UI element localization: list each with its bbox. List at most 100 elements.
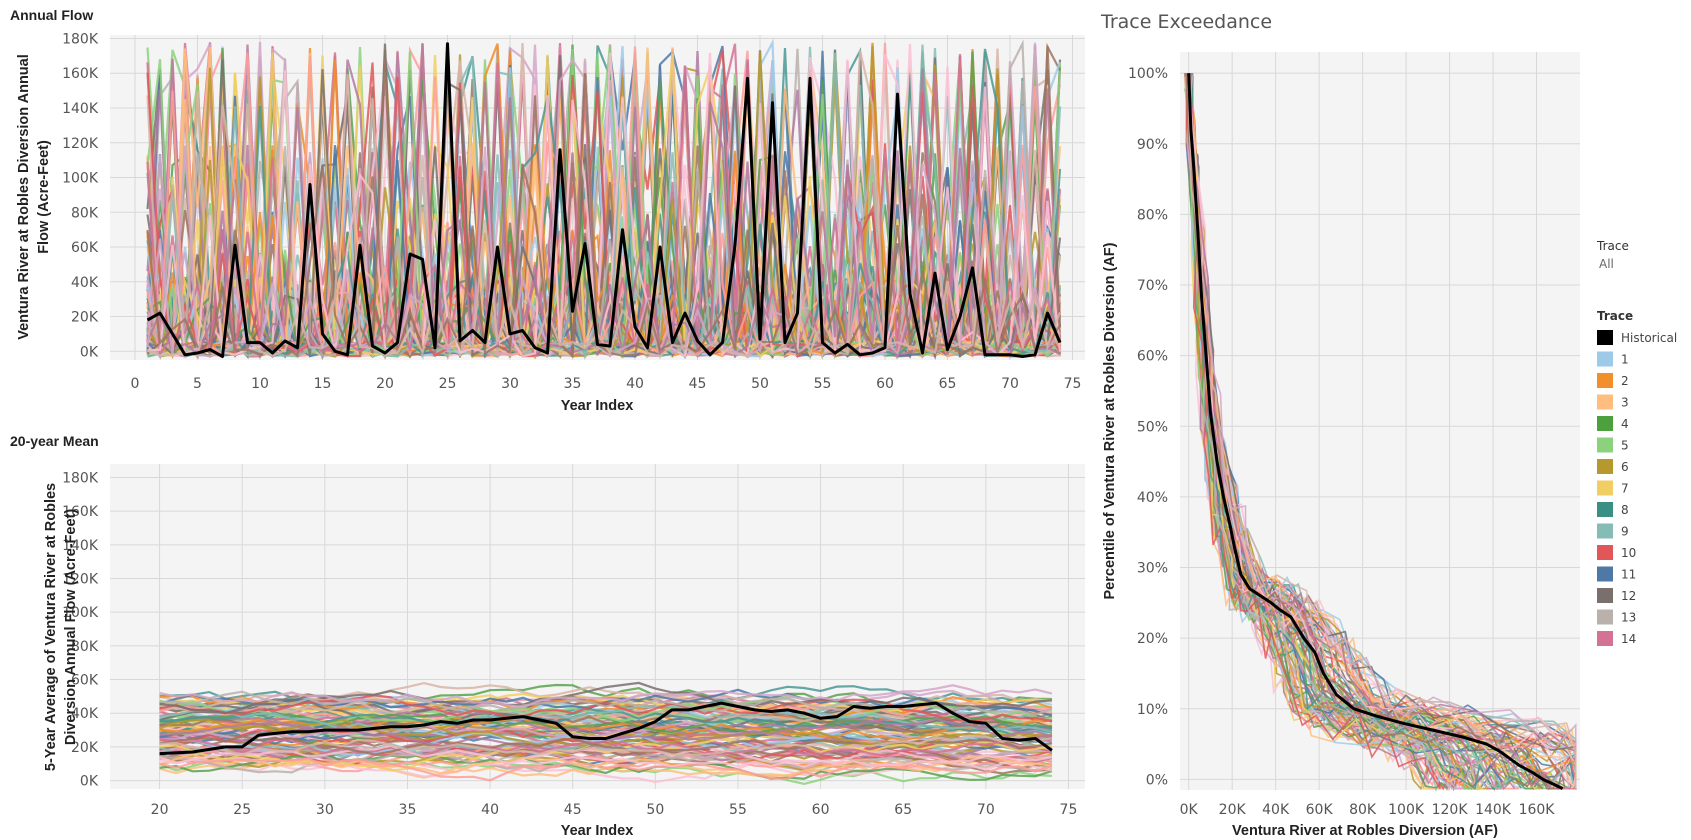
legend-swatch (1597, 523, 1613, 539)
y-tick-label: 80K (71, 205, 99, 221)
x-tick-label: 45 (564, 802, 582, 818)
y-tick-label: 70% (1137, 278, 1168, 294)
exceedance-x-ticks: 0K 20K 40K 60K 80K 100K 120K 140K 160K (1180, 802, 1556, 818)
trace-line (1185, 73, 1558, 790)
x-tick-label: 140K (1475, 802, 1512, 818)
x-tick-label: 20 (376, 376, 394, 392)
legend-label[interactable]: 3 (1621, 396, 1629, 410)
x-tick-label: 10 (251, 376, 269, 392)
legend-label[interactable]: 12 (1621, 589, 1636, 603)
x-tick-label: 70 (977, 802, 995, 818)
trace-line (159, 735, 1053, 756)
x-tick-label: 40 (626, 376, 644, 392)
x-tick-label: 75 (1060, 802, 1078, 818)
legend-label[interactable]: 2 (1621, 374, 1629, 388)
mean20-y-ticks: 0K 20K 40K 60K 80K 100K 120K 140K 160K 180K (62, 470, 99, 789)
x-tick-label: 20K (1219, 802, 1247, 818)
y-tick-label: 0% (1146, 772, 1168, 788)
trace-line (159, 710, 1053, 740)
x-tick-label: 25 (233, 802, 251, 818)
legend-swatch (1597, 566, 1613, 582)
annual-y-axis-title-line1: Ventura River at Robles Diversion Annual (16, 54, 32, 340)
annual-x-ticks: 0 5 10 15 20 25 30 35 40 45 50 55 60 65 70 75 (131, 376, 1082, 392)
x-tick-label: 100K (1388, 802, 1425, 818)
x-tick-label: 0K (1180, 802, 1199, 818)
trace-color-legend-title: Trace (1597, 309, 1633, 323)
x-tick-label: 60K (1306, 802, 1334, 818)
legend-label[interactable]: 8 (1621, 503, 1629, 517)
trace-line (147, 39, 1061, 360)
trace-line (1187, 76, 1500, 790)
y-tick-label: 140K (62, 101, 99, 117)
mean20-y-axis-title-line1: 5-Year Average of Ventura River at Roble… (43, 483, 59, 771)
trace-line (159, 744, 1053, 769)
legend-swatch (1597, 394, 1613, 410)
trace-line (159, 684, 1053, 709)
legend-swatch (1597, 588, 1613, 603)
legend-label[interactable]: 13 (1621, 611, 1636, 625)
exceedance-plot-area (1180, 52, 1580, 790)
exceedance-historical-line (1187, 73, 1564, 790)
legend-swatch (1597, 631, 1613, 646)
historical-series-line (146, 42, 1062, 358)
x-tick-label: 55 (814, 376, 832, 392)
trace-line (159, 718, 1052, 748)
legend-label[interactable]: 6 (1621, 460, 1629, 474)
trace-legend[interactable]: Trace All Trace Historical12345678910111… (1596, 239, 1677, 646)
legend-label[interactable]: 14 (1621, 632, 1636, 646)
y-tick-label: 80K (71, 639, 99, 655)
annual-flow-chart: 0 5 10 15 20 25 30 35 40 45 50 55 60 65 70 75 0K 20K 40K 6… (16, 31, 1085, 414)
y-tick-label: 20K (71, 740, 99, 756)
trace-line (159, 734, 1053, 757)
legend-label[interactable]: 10 (1621, 546, 1636, 560)
x-tick-label: 30 (501, 376, 519, 392)
trace-line (159, 704, 1053, 734)
x-tick-label: 30 (316, 802, 334, 818)
x-tick-label: 160K (1519, 802, 1556, 818)
y-tick-label: 140K (62, 538, 99, 554)
annual-y-ticks: 0K 20K 40K 60K 80K 100K 120K 140K 160K 180K (62, 31, 99, 360)
exceedance-y-axis-title: Percentile of Ventura River at Robles Di… (1102, 242, 1118, 599)
annual-x-axis-title: Year Index (561, 398, 634, 414)
mean20-title: 20-year Mean (10, 433, 99, 449)
historical-series-line (1187, 73, 1564, 790)
trace-line (159, 694, 1053, 723)
legend-label[interactable]: 5 (1621, 439, 1629, 453)
historical-series-line (159, 701, 1053, 756)
y-tick-label: 20% (1137, 631, 1168, 647)
x-tick-label: 40K (1262, 802, 1290, 818)
legend-label[interactable]: 11 (1621, 568, 1636, 582)
y-tick-label: 60K (71, 673, 99, 689)
trace-line (1186, 87, 1577, 789)
legend-label[interactable]: 1 (1621, 353, 1629, 367)
x-tick-label: 0 (131, 376, 140, 392)
annual-flow-title: Annual Flow (10, 7, 93, 23)
y-tick-label: 40% (1137, 490, 1168, 506)
mean20-trace-lines (159, 681, 1053, 786)
trace-line (159, 737, 1053, 772)
y-tick-label: 60% (1137, 349, 1168, 365)
legend-swatch (1597, 373, 1613, 388)
legend-label[interactable]: Historical (1621, 331, 1677, 345)
x-tick-label: 15 (314, 376, 332, 392)
legend-swatch (1597, 416, 1613, 431)
annual-y-axis-title-line2: Flow (Acre-Feet) (36, 140, 52, 254)
y-tick-label: 180K (62, 470, 99, 486)
legend-swatch (1597, 545, 1613, 560)
legend-label[interactable]: 7 (1621, 482, 1629, 496)
legend-swatch (1597, 351, 1613, 367)
legend-label[interactable]: 9 (1621, 525, 1629, 539)
y-tick-label: 30% (1137, 561, 1168, 577)
trace-line (147, 76, 1062, 358)
y-tick-label: 0K (80, 344, 99, 360)
x-tick-label: 35 (564, 376, 582, 392)
y-tick-label: 20K (71, 310, 99, 326)
legend-swatch (1597, 480, 1613, 496)
trace-filter-value[interactable]: All (1599, 257, 1614, 271)
trace-exceedance-chart: 0K 20K 40K 60K 80K 100K 120K 140K 160K 0% 10% 20% 3… (1102, 52, 1580, 839)
legend-label[interactable]: 4 (1621, 417, 1629, 431)
x-tick-label: 25 (439, 376, 457, 392)
y-tick-label: 40K (71, 706, 99, 722)
